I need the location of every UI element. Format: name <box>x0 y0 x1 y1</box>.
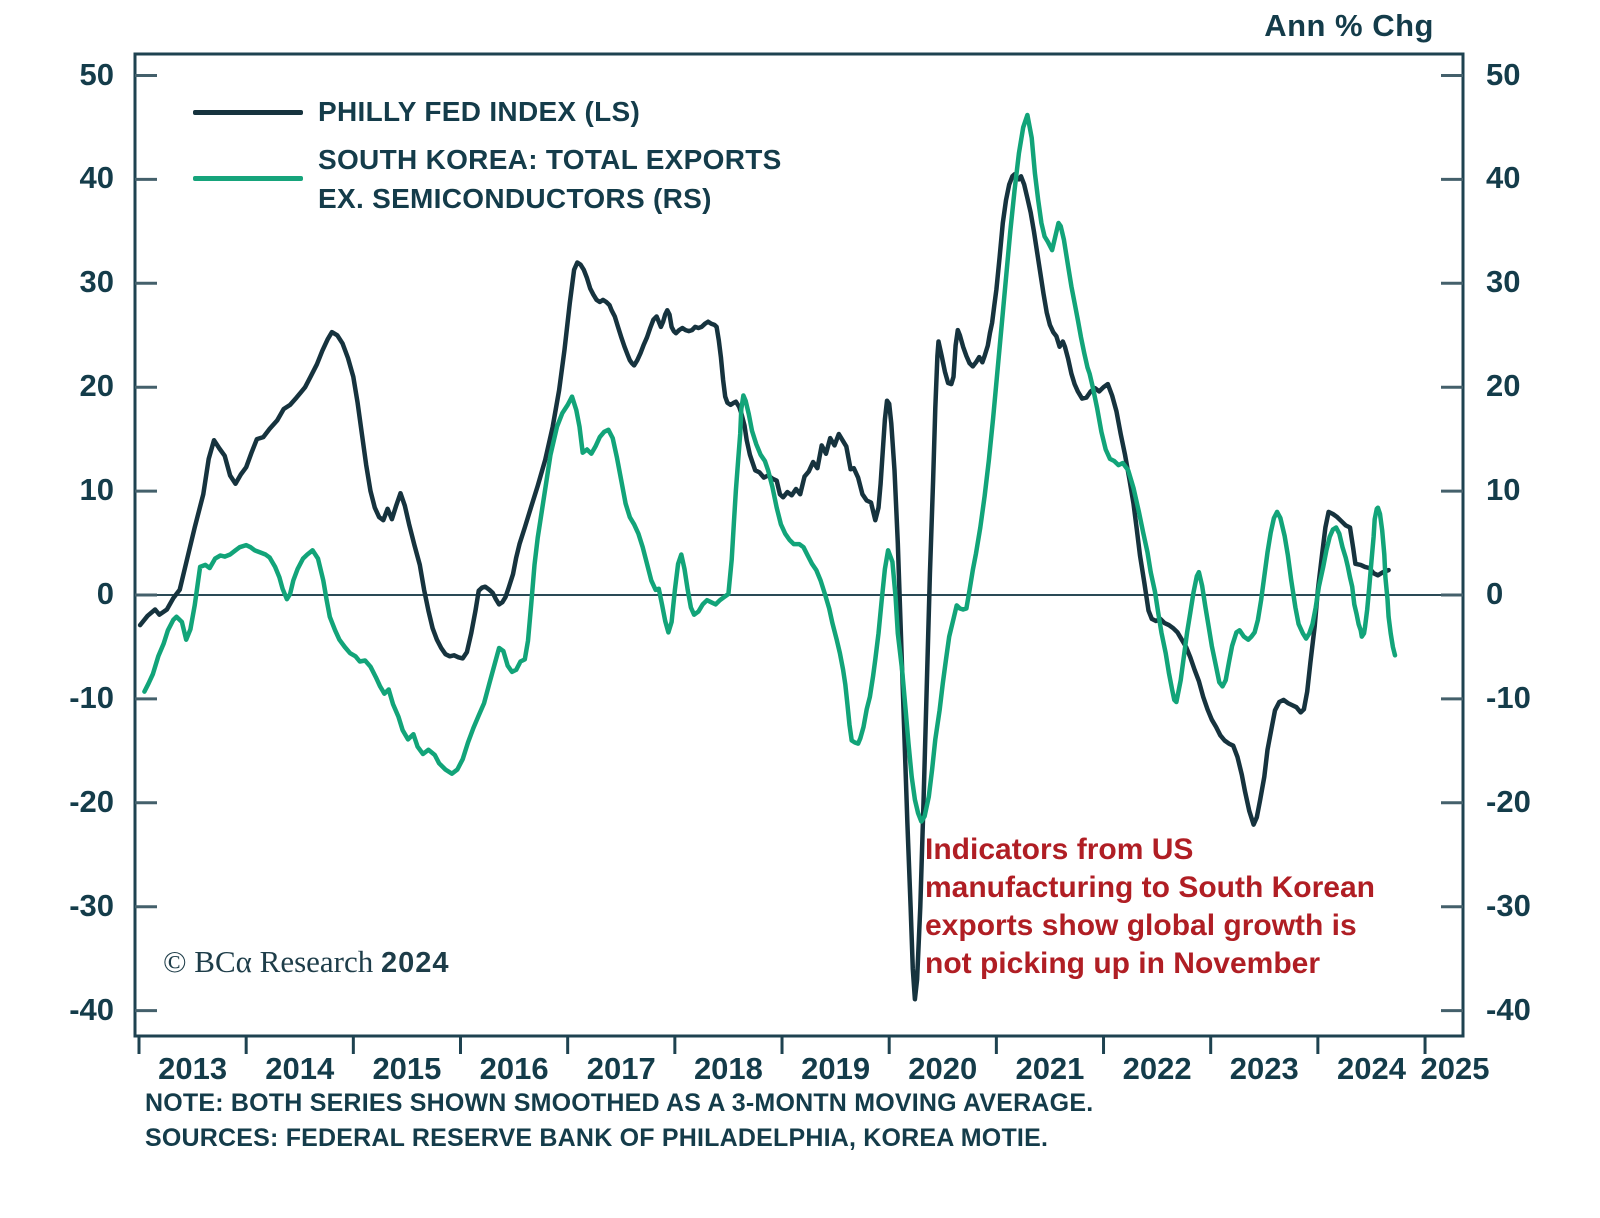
annotation-line-2: manufacturing to South Korean <box>925 871 1375 904</box>
y-label-left-0: 0 <box>96 576 114 611</box>
footnote-sources: SOURCES: FEDERAL RESERVE BANK OF PHILADE… <box>145 1124 1049 1152</box>
korea-exports-line <box>142 112 1398 824</box>
unit-label: Ann % Chg <box>1264 8 1434 43</box>
korea-exports-legend-label: SOUTH KOREA: TOTAL EXPORTS EX. SEMICONDU… <box>318 140 782 218</box>
korea-exports-legend-line2: EX. SEMICONDUCTORS (RS) <box>318 183 712 214</box>
x-label-2015: 2015 <box>372 1051 442 1086</box>
x-label-2020: 2020 <box>908 1051 978 1086</box>
y-label-right-20: 20 <box>1486 368 1521 404</box>
copyright-prefix: © BCα Research <box>163 944 374 979</box>
x-label-2023: 2023 <box>1229 1051 1299 1086</box>
y-label-right--10: -10 <box>1486 679 1531 715</box>
x-label-2024: 2024 <box>1336 1051 1406 1086</box>
y-label-left--10: -10 <box>69 679 114 715</box>
y-label-right--30: -30 <box>1486 887 1531 923</box>
x-label-2016: 2016 <box>479 1051 549 1086</box>
annotation-line-3: exports show global growth is <box>925 909 1357 942</box>
copyright-year: 2024 <box>381 947 450 979</box>
y-label-left--40: -40 <box>69 991 114 1027</box>
y-label-right-0: 0 <box>1486 576 1504 611</box>
korea-exports-legend-swatch <box>193 176 303 181</box>
y-label-right--40: -40 <box>1486 991 1531 1027</box>
y-label-left--20: -20 <box>69 783 114 819</box>
x-label-2018: 2018 <box>693 1051 763 1086</box>
annotation-text: Indicators from US manufacturing to Sout… <box>925 831 1375 983</box>
copyright: © BCα Research 2024 <box>163 944 450 980</box>
y-label-left-30: 30 <box>79 264 114 300</box>
y-label-right-40: 40 <box>1486 160 1521 196</box>
y-label-right-30: 30 <box>1486 264 1521 300</box>
y-label-left-20: 20 <box>79 368 114 404</box>
x-label-2021: 2021 <box>1015 1051 1085 1086</box>
y-label-left-50: 50 <box>79 56 114 92</box>
x-label-2025: 2025 <box>1420 1051 1490 1086</box>
x-label-2019: 2019 <box>801 1051 871 1086</box>
x-label-2013: 2013 <box>158 1051 228 1086</box>
korea-exports-legend-line1: SOUTH KOREA: TOTAL EXPORTS <box>318 144 782 175</box>
x-label-2014: 2014 <box>265 1051 335 1086</box>
footnote-note: NOTE: BOTH SERIES SHOWN SMOOTHED AS A 3-… <box>145 1089 1094 1117</box>
y-label-left-10: 10 <box>79 472 114 508</box>
annotation-line-1: Indicators from US <box>925 833 1194 866</box>
x-label-2022: 2022 <box>1122 1051 1192 1086</box>
annotation-line-4: not picking up in November <box>925 947 1321 980</box>
chart-frame <box>133 52 1465 1038</box>
y-label-right-10: 10 <box>1486 472 1521 508</box>
y-label-left-40: 40 <box>79 160 114 196</box>
y-label-left--30: -30 <box>69 887 114 923</box>
y-label-right-50: 50 <box>1486 56 1521 92</box>
y-label-right--20: -20 <box>1486 783 1531 819</box>
philly-fed-legend-swatch <box>193 110 303 115</box>
philly-fed-line <box>137 171 1391 1002</box>
footnotes: NOTE: BOTH SERIES SHOWN SMOOTHED AS A 3-… <box>145 1086 1093 1156</box>
philly-fed-legend-label: PHILLY FED INDEX (LS) <box>318 96 641 127</box>
x-label-2017: 2017 <box>586 1051 656 1086</box>
